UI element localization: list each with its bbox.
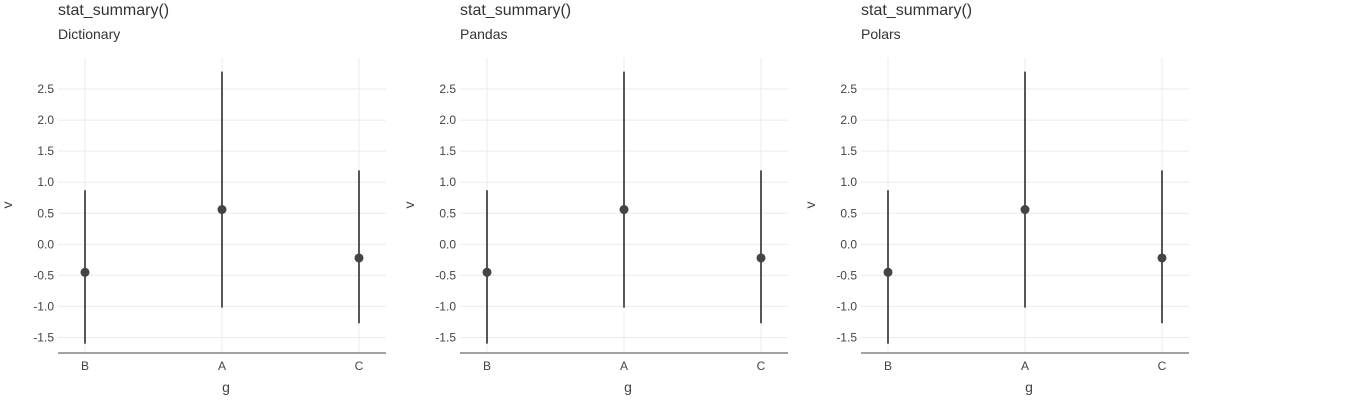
y-tick-label: 1.5 <box>37 144 54 158</box>
x-tick-label: B <box>483 359 491 373</box>
y-axis-title: v <box>802 202 818 209</box>
y-tick-label: -1.0 <box>33 299 54 313</box>
y-tick-label: -1.0 <box>836 299 857 313</box>
x-tick-label: A <box>620 359 628 373</box>
y-tick-label: 2.0 <box>439 113 456 127</box>
y-tick-label: -1.0 <box>435 299 456 313</box>
x-axis-title: g <box>1025 379 1033 395</box>
y-tick-label: 0.5 <box>37 206 54 220</box>
y-tick-label: -1.5 <box>33 330 54 344</box>
y-tick-label: 2.0 <box>37 113 54 127</box>
mean-point-B <box>482 267 492 277</box>
chart-svg-pandas: -1.5 -1.0 -0.5 0.0 0.5 1.0 1.5 2.0 2.5 B A Cstat_su… <box>401 2 788 395</box>
y-tick-label: 0.0 <box>439 237 456 251</box>
x-tick-label: C <box>355 359 364 373</box>
chart-subtitle: Dictionary <box>58 26 120 42</box>
y-axis-title: v <box>0 202 15 209</box>
chart-subtitle: Polars <box>861 26 901 42</box>
x-tick-label: C <box>757 359 766 373</box>
mean-point-B <box>80 267 90 277</box>
y-tick-label: -1.5 <box>435 330 456 344</box>
y-tick-label: 0.5 <box>439 206 456 220</box>
y-tick-label: 2.5 <box>37 82 54 96</box>
y-tick-label: 1.0 <box>840 175 857 189</box>
y-tick-label: 2.0 <box>840 113 857 127</box>
y-tick-label: 0.0 <box>840 237 857 251</box>
y-axis-title: v <box>401 202 417 209</box>
mean-point-C <box>1157 253 1167 263</box>
chart-svg-polars: -1.5 -1.0 -0.5 0.0 0.5 1.0 1.5 2.0 2.5 B A Cstat_su… <box>802 2 1189 395</box>
x-tick-label: C <box>1158 359 1167 373</box>
y-tick-label: -0.5 <box>33 268 54 282</box>
y-tick-label: -0.5 <box>836 268 857 282</box>
x-axis-title: g <box>624 379 632 395</box>
mean-point-A <box>217 205 227 215</box>
x-axis-title: g <box>222 379 230 395</box>
y-tick-label: 1.5 <box>840 144 857 158</box>
x-tick-label: B <box>81 359 89 373</box>
y-tick-label: 1.0 <box>439 175 456 189</box>
chart-subtitle: Pandas <box>460 26 507 42</box>
mean-point-A <box>619 205 629 215</box>
y-tick-label: -0.5 <box>435 268 456 282</box>
y-tick-label: 0.0 <box>37 237 54 251</box>
mean-point-B <box>883 267 893 277</box>
x-tick-label: A <box>1021 359 1029 373</box>
y-tick-label: 1.0 <box>37 175 54 189</box>
x-tick-label: A <box>218 359 226 373</box>
y-tick-label: 0.5 <box>840 206 857 220</box>
chart-title: stat_summary() <box>58 2 169 19</box>
x-tick-label: B <box>884 359 892 373</box>
mean-point-A <box>1020 205 1030 215</box>
chart-svg-dictionary: -1.5 -1.0 -0.5 0.0 0.5 1.0 1.5 2.0 2.5 B A Cstat_su… <box>0 2 386 395</box>
y-tick-label: 2.5 <box>840 82 857 96</box>
y-tick-label: -1.5 <box>836 330 857 344</box>
chart-title: stat_summary() <box>861 2 972 19</box>
chart-title: stat_summary() <box>460 2 571 19</box>
mean-point-C <box>756 253 766 263</box>
mean-point-C <box>354 253 364 263</box>
y-tick-label: 2.5 <box>439 82 456 96</box>
y-tick-label: 1.5 <box>439 144 456 158</box>
